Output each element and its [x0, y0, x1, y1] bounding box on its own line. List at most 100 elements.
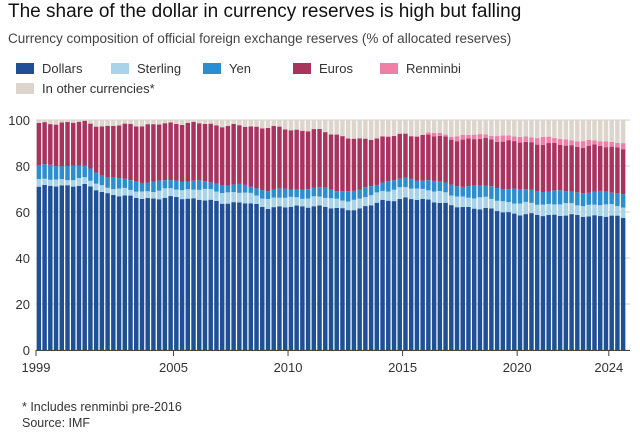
- bar-segment-other: [282, 120, 288, 130]
- bar-segment-euros: [351, 138, 357, 191]
- bar-group: [36, 120, 42, 350]
- bar-segment-euros: [569, 145, 574, 192]
- bar-group: [197, 120, 202, 350]
- bar-segment-euros: [386, 136, 391, 182]
- bar-segment-euros: [317, 128, 322, 188]
- bar-segment-euros: [122, 123, 128, 179]
- bar-segment-euros: [368, 139, 374, 187]
- bar-segment-renminbi: [615, 142, 620, 148]
- bar-segment-euros: [523, 141, 528, 190]
- bar-segment-euros: [529, 142, 534, 190]
- bar-segment-dollars: [466, 206, 471, 350]
- bar-segment-renminbi: [546, 136, 551, 144]
- bar-segment-sterling: [386, 191, 391, 201]
- bar-segment-yen: [437, 181, 443, 192]
- bar-segment-other: [53, 120, 59, 125]
- bar-segment-other: [208, 120, 213, 124]
- bar-segment-sterling: [575, 205, 580, 216]
- bar-segment-sterling: [557, 204, 563, 216]
- bar-segment-dollars: [88, 186, 93, 350]
- bar-segment-dollars: [185, 198, 191, 350]
- bar-segment-other: [540, 120, 546, 137]
- bar-segment-renminbi: [597, 141, 603, 146]
- bar-segment-sterling: [569, 203, 574, 215]
- bar-segment-sterling: [59, 179, 65, 186]
- bar-segment-yen: [466, 186, 471, 198]
- bar-segment-dollars: [128, 195, 133, 350]
- bar-segment-other: [191, 120, 196, 122]
- bar-segment-euros: [168, 122, 173, 181]
- bar-segment-dollars: [145, 198, 150, 350]
- bar-segment-dollars: [540, 216, 546, 350]
- bar-segment-euros: [105, 125, 110, 178]
- bar-segment-sterling: [466, 197, 471, 207]
- bar-group: [466, 120, 471, 350]
- legend-swatch-euros: [293, 62, 311, 74]
- bar-segment-dollars: [380, 199, 385, 350]
- bar-group: [414, 120, 420, 350]
- bar-group: [454, 120, 460, 350]
- bar-segment-euros: [460, 139, 465, 187]
- bar-segment-euros: [534, 144, 540, 191]
- bar-segment-euros: [231, 123, 236, 185]
- bar-segment-sterling: [494, 200, 500, 212]
- bar-segment-dollars: [431, 202, 437, 350]
- y-tick-label: 60: [16, 205, 30, 220]
- bar-segment-other: [248, 120, 254, 127]
- bar-segment-euros: [420, 134, 425, 181]
- legend-item-sterling: Sterling: [111, 61, 203, 76]
- bar-segment-yen: [179, 181, 185, 191]
- bar-segment-dollars: [586, 216, 591, 350]
- bar-segment-other: [48, 120, 53, 125]
- bar-group: [128, 120, 133, 350]
- bar-group: [500, 120, 506, 350]
- bar-segment-euros: [179, 124, 185, 182]
- bar-segment-yen: [489, 186, 494, 199]
- bar-segment-dollars: [265, 208, 271, 350]
- bar-segment-other: [317, 120, 322, 129]
- bar-segment-renminbi: [477, 134, 483, 140]
- axes: 0 20 40 60 80 100 1999 2005 2010 2015 2020 2024: [8, 113, 630, 375]
- bar-segment-yen: [414, 180, 420, 189]
- bar-segment-other: [225, 120, 231, 126]
- bar-segment-other: [609, 120, 614, 142]
- bar-segment-sterling: [111, 189, 116, 196]
- bar-segment-yen: [391, 180, 397, 190]
- bar-segment-renminbi: [557, 138, 563, 146]
- bar-group: [53, 120, 59, 350]
- bar-segment-yen: [156, 180, 162, 191]
- bar-segment-other: [105, 120, 110, 126]
- bar-group: [305, 120, 311, 350]
- bar-segment-yen: [374, 184, 380, 193]
- bar-segment-euros: [466, 138, 471, 187]
- bar-segment-sterling: [483, 196, 488, 208]
- bar-segment-yen: [351, 190, 357, 200]
- bar-segment-euros: [489, 139, 494, 187]
- bar-group: [179, 120, 185, 350]
- bar-segment-dollars: [391, 201, 397, 350]
- bar-segment-other: [397, 120, 402, 134]
- bar-segment-other: [368, 120, 374, 140]
- bar-segment-yen: [340, 191, 345, 201]
- bar-segment-other: [99, 120, 105, 127]
- bar-segment-other: [162, 120, 168, 124]
- bar-group: [477, 120, 483, 350]
- bar-group: [569, 120, 574, 350]
- y-tick-label: 100: [8, 113, 30, 128]
- bar-group: [603, 120, 609, 350]
- bar-group: [586, 120, 591, 350]
- bar-segment-euros: [449, 139, 454, 185]
- bar-segment-sterling: [42, 178, 47, 185]
- bar-group: [483, 120, 488, 350]
- bar-segment-euros: [557, 145, 563, 191]
- bar-segment-sterling: [506, 202, 511, 213]
- bar-segment-dollars: [311, 206, 317, 350]
- bar-segment-dollars: [506, 212, 511, 350]
- bar-segment-euros: [580, 148, 586, 194]
- bar-segment-euros: [134, 126, 139, 182]
- bar-group: [248, 120, 254, 350]
- bar-segment-other: [179, 120, 185, 125]
- bar-segment-dollars: [82, 183, 87, 350]
- bar-segment-euros: [603, 147, 609, 192]
- bar-segment-dollars: [529, 213, 534, 350]
